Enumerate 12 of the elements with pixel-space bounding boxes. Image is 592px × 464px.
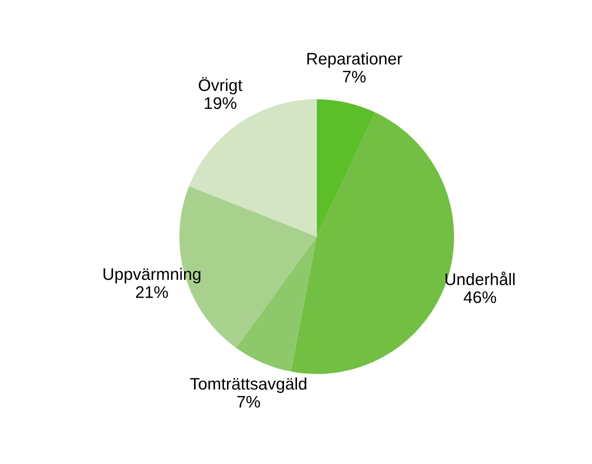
slice-label: Reparationer — [307, 52, 402, 68]
slice-label: Uppvärmning — [104, 268, 200, 284]
pie-slice — [316, 99, 376, 237]
data-label: 19% — [204, 97, 236, 110]
pie-slice — [236, 236, 317, 372]
data-label: 7% — [237, 396, 260, 408]
slice-label: Övrigt — [198, 76, 242, 94]
data-label: 21% — [136, 286, 168, 298]
pie-slice — [189, 99, 317, 237]
data-label: 7% — [342, 70, 366, 82]
data-label: 46% — [464, 291, 496, 304]
slice-label: Tomträttsavgäld — [190, 377, 306, 393]
